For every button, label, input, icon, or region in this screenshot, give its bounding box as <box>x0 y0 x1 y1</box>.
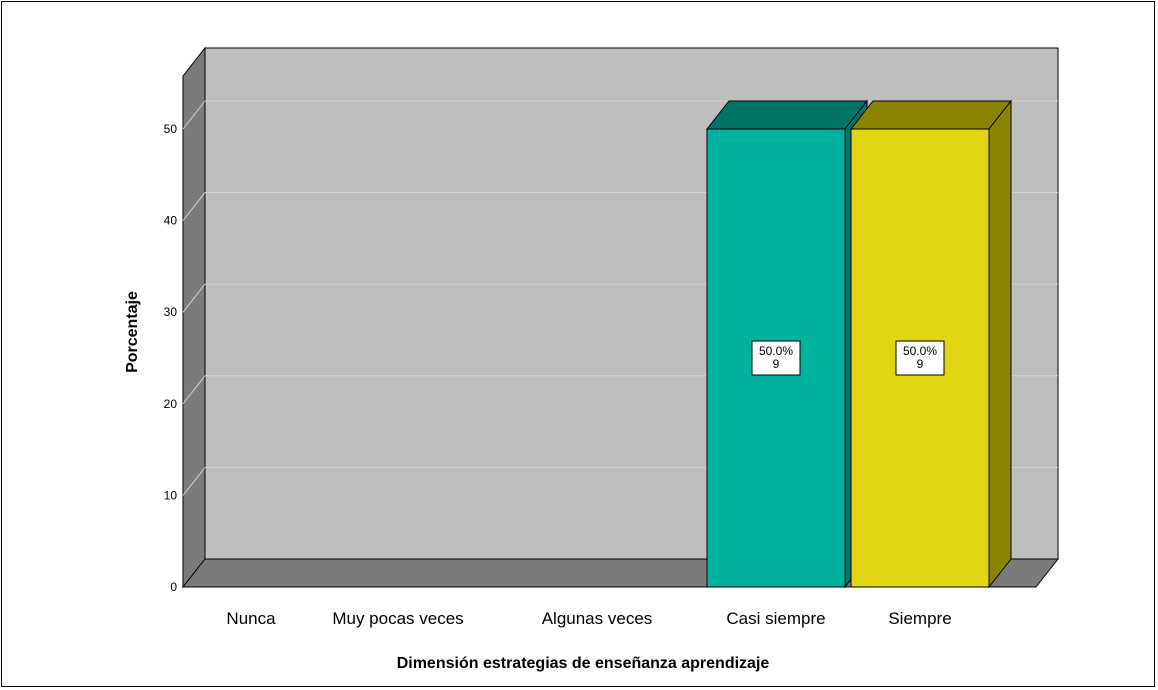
y-tick-label: 30 <box>164 305 178 319</box>
data-label: 50.0%9 <box>895 340 945 376</box>
gridline-side <box>182 100 206 130</box>
x-category-label: Siempre <box>888 609 951 628</box>
x-category-label: Muy pocas veces <box>332 609 463 628</box>
x-category-label: Casi siempre <box>726 609 825 628</box>
y-axis-ticks: 0 10 20 30 40 50 <box>164 122 178 594</box>
x-axis-categories: Nunca Muy pocas veces Algunas veces Casi si… <box>226 609 951 628</box>
x-category-label: Nunca <box>226 609 276 628</box>
bar-top <box>705 100 869 130</box>
data-label-count: 9 <box>773 357 780 371</box>
bar-top <box>849 100 1013 130</box>
data-label-box <box>895 340 945 376</box>
y-axis-title: Porcentaje <box>124 291 141 373</box>
side-wall <box>182 46 206 589</box>
y-tick-label: 40 <box>164 214 178 228</box>
gridline-side <box>182 192 206 221</box>
x-category-label: Algunas veces <box>542 609 653 628</box>
gridline-side <box>182 467 206 496</box>
gridline-side <box>182 283 206 313</box>
bar-siempre: 50.0%9 <box>849 99 1013 589</box>
data-label-count: 9 <box>917 357 924 371</box>
bar-side <box>988 99 1012 589</box>
y-tick-label: 10 <box>164 488 178 502</box>
y-tick-label: 0 <box>170 580 177 594</box>
bars: 50.0%950.0%9 <box>705 99 1013 589</box>
x-axis-title: Dimensión estrategias de enseñanza apren… <box>397 655 770 672</box>
gridline-side <box>182 375 206 405</box>
data-label-box <box>751 340 801 376</box>
data-label-percent: 50.0% <box>903 344 937 358</box>
y-tick-label: 50 <box>164 122 178 136</box>
y-tick-label: 20 <box>164 397 178 411</box>
data-label: 50.0%9 <box>751 340 801 376</box>
data-label-percent: 50.0% <box>759 344 793 358</box>
bar-casi-siempre: 50.0%9 <box>705 99 869 589</box>
